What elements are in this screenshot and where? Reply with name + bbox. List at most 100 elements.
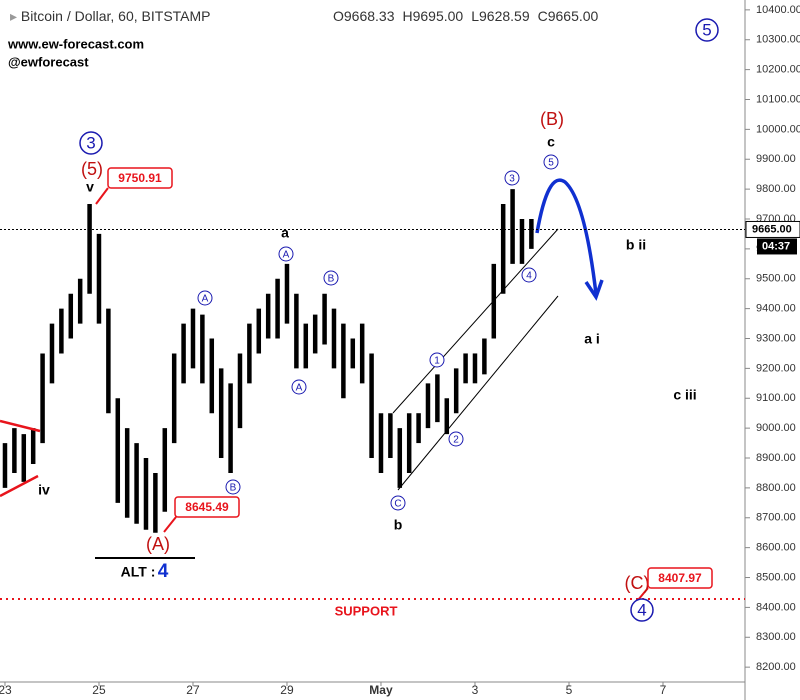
callout-line: [163, 516, 177, 533]
wave-label: v: [86, 179, 94, 195]
wave-circle: [197, 290, 213, 306]
price-callout-label: 8407.97: [658, 571, 702, 585]
wave-label: c iii: [673, 387, 696, 403]
wave-label: 3: [509, 174, 515, 185]
wave-label: c: [547, 134, 555, 150]
wave-label: 4: [158, 561, 169, 582]
wave-label: A: [296, 383, 303, 394]
wave-label: 5: [548, 158, 554, 169]
countdown: 04:37: [762, 240, 790, 252]
x-tick-label: 27: [186, 683, 200, 697]
low: L9628.59: [471, 8, 530, 24]
wave-label: a: [281, 225, 289, 241]
x-tick-label: May: [369, 683, 393, 697]
support-label: SUPPORT: [335, 603, 398, 618]
x-tick-label: 7: [660, 683, 667, 697]
wave-label: C: [394, 499, 401, 510]
y-tick-label: 9000.00: [756, 422, 796, 434]
y-tick-label: 8400.00: [756, 601, 796, 613]
y-tick-label: 8200.00: [756, 661, 796, 673]
wave-label: iv: [38, 482, 50, 498]
y-tick-label: 9100.00: [756, 392, 796, 404]
wave-label: 1: [434, 356, 440, 367]
y-tick-label: 8900.00: [756, 452, 796, 464]
price-callout: [107, 167, 173, 189]
high: H9695.00: [403, 8, 464, 24]
callout-line: [637, 587, 649, 601]
wave-circle: [390, 495, 406, 511]
wave-label: b: [394, 517, 403, 533]
y-tick-label: 9200.00: [756, 362, 796, 374]
wave-circle: [521, 267, 537, 283]
handle: @ewforecast: [8, 54, 89, 69]
close: C9665.00: [538, 8, 599, 24]
y-tick-label: 9800.00: [756, 183, 796, 195]
wave-label: 2: [453, 435, 459, 446]
icon: ▸: [10, 8, 21, 24]
price-callout-label: 8645.49: [185, 500, 229, 514]
forecast-arrow: [535, 178, 598, 295]
last-price-label: 9665.00: [752, 223, 792, 235]
y-tick-label: 10300.00: [756, 34, 800, 46]
y-tick-label: 8700.00: [756, 512, 796, 524]
y-tick-label: 8300.00: [756, 631, 796, 643]
wave-circle: [291, 379, 307, 395]
wave-circle: [429, 352, 445, 368]
wave-label: b ii: [626, 237, 646, 253]
y-tick-label: 10100.00: [756, 93, 800, 105]
y-tick-label: 8600.00: [756, 542, 796, 554]
y-tick-label: 10000.00: [756, 123, 800, 135]
arrow-head: [584, 279, 604, 301]
x-tick-label: 23: [0, 683, 12, 697]
x-tick-label: 25: [92, 683, 106, 697]
wave-label: A: [283, 250, 290, 261]
wave-circle: [225, 479, 241, 495]
wave-label: B: [230, 483, 237, 494]
trend-line: [0, 474, 39, 498]
wave-circle: [448, 431, 464, 447]
y-tick-label: 10200.00: [756, 64, 800, 76]
y-tick-label: 10400.00: [756, 4, 800, 16]
last-price-box: [745, 220, 800, 238]
price-callout: [174, 496, 240, 518]
plot: [2, 189, 534, 533]
x-tick-label: 3: [472, 683, 479, 697]
wave-circle: [504, 170, 520, 186]
wave-label: (C): [625, 573, 650, 593]
wave-label: (5): [81, 159, 103, 179]
channel-line: [397, 295, 559, 491]
y-tick-label: 8800.00: [756, 482, 796, 494]
wave-circle: [695, 18, 719, 42]
price-callout-label: 9750.91: [118, 171, 162, 185]
y-tick-label: 9300.00: [756, 332, 796, 344]
wave-label: 5: [702, 20, 711, 39]
wave-label: ALT :: [121, 564, 156, 580]
price-callout: [647, 567, 713, 589]
wave-circle: [278, 246, 294, 262]
wave-label: B: [328, 274, 335, 285]
y-tick-label: 8500.00: [756, 571, 796, 583]
symbol: ▸ Bitcoin / Dollar, 60, BITSTAMP: [10, 8, 211, 24]
ohlc: O9668.33 H9695.00 L9628.59 C9665.00: [333, 8, 599, 24]
wave-circle: [79, 131, 103, 155]
wave-circle: [630, 598, 654, 622]
trend-line: [0, 419, 41, 433]
symbol-text: Bitcoin / Dollar, 60, BITSTAMP: [21, 8, 211, 24]
wave-label: A: [202, 294, 209, 305]
wave-circle: [323, 270, 339, 286]
wave-label: 4: [637, 600, 646, 619]
x-tick-label: 5: [566, 683, 573, 697]
y-tick-label: 9500.00: [756, 273, 796, 285]
y-tick-label: 9400.00: [756, 303, 796, 315]
wave-label: (B): [540, 109, 564, 129]
x-tick-label: 29: [280, 683, 294, 697]
channel-line: [392, 228, 559, 414]
y-tick-label: 9900.00: [756, 153, 796, 165]
site: www.ew-forecast.com: [7, 36, 144, 51]
wave-circle: [543, 154, 559, 170]
wave-label: (A): [146, 534, 170, 554]
wave-label: a i: [584, 331, 600, 347]
